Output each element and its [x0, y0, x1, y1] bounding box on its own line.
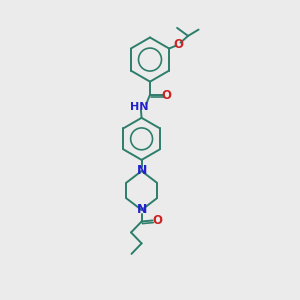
- Text: O: O: [152, 214, 162, 227]
- Text: O: O: [162, 89, 172, 102]
- Text: N: N: [136, 203, 147, 216]
- Text: HN: HN: [130, 102, 149, 112]
- Text: O: O: [173, 38, 183, 51]
- Text: N: N: [136, 164, 147, 177]
